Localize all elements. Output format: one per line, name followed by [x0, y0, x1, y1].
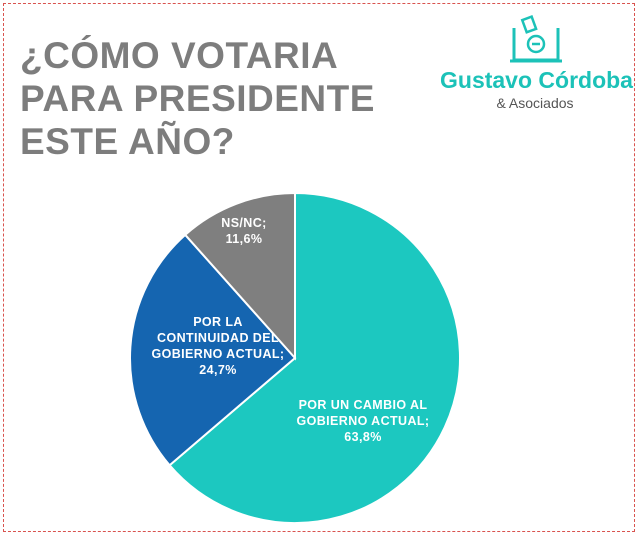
title-line-2: PARA PRESIDENTE [20, 78, 375, 119]
slice-cambio-label: POR UN CAMBIO AL GOBIERNO ACTUAL; 63,8% [296, 398, 429, 444]
figure-frame [3, 3, 635, 532]
ballot-box-icon [510, 15, 562, 63]
slice-continuidad-label: POR LA CONTINUIDAD DEL GOBIERNO ACTUAL; 24,… [151, 315, 284, 377]
slice-cambio [168, 191, 461, 524]
slice-nsnc [183, 191, 296, 361]
title-line-1: ¿CÓMO VOTARIA [20, 35, 339, 76]
title-line-3: ESTE AÑO? [20, 121, 235, 162]
brand-logo: Gustavo Córdoba & Asociados [440, 14, 633, 114]
slice-nsnc-label: NS/NC; 11,6% [221, 216, 266, 246]
chart-title: ¿CÓMO VOTARIA PARA PRESIDENTE ESTE AÑO? [20, 34, 375, 163]
logo-subtitle: & Asociados [496, 95, 574, 111]
slice-continuidad [129, 233, 297, 467]
logo-name: Gustavo Córdoba [440, 67, 633, 93]
